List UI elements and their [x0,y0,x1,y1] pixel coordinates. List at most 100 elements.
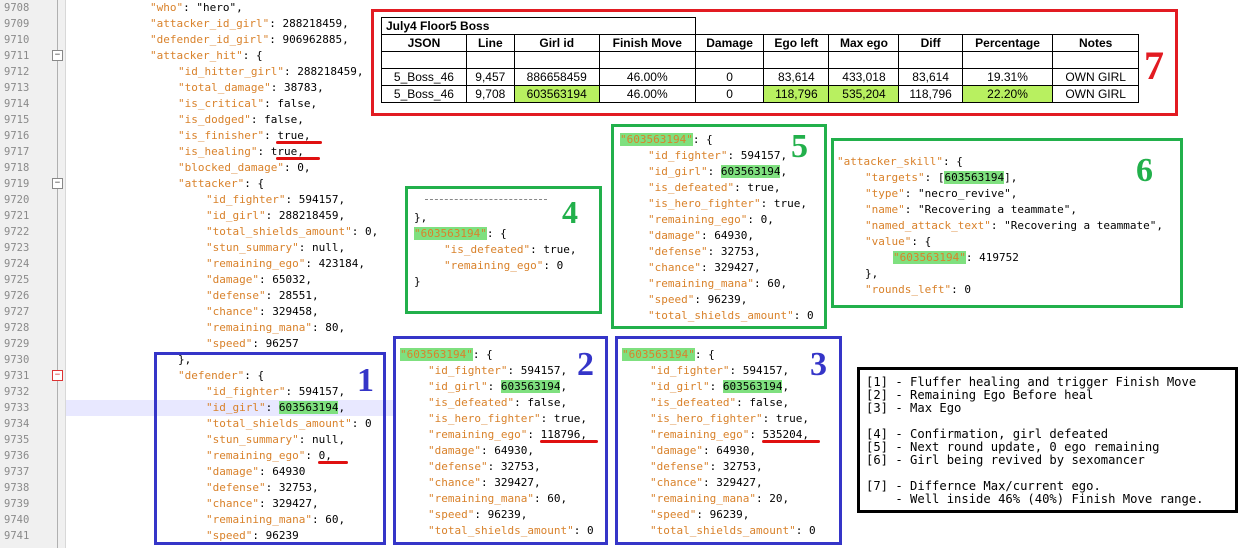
code-line: "stun_summary": null, [206,433,346,446]
code-line: "defender_id_girl": 906962885, [150,33,349,46]
code-line: "speed": 96257 [206,337,299,350]
code-line: "chance": 329427, [206,497,319,510]
code-line: "603563194": { [414,227,507,240]
code-line: "is_defeated": true, [648,181,781,194]
code-line: "is_defeated": false, [428,396,568,409]
sheet-header-line: Line [465,34,515,52]
sheet-header-ego-left: Ego left [763,34,830,52]
code-line: "total_shields_amount": 0, [206,225,379,238]
annotation-number-5: 5 [791,128,808,165]
legend-line: [1] - Fluffer healing and trigger Finish… [866,375,1197,389]
code-line: "rounds_left": 0 [865,283,971,296]
legend-box: [1] - Fluffer healing and trigger Finish… [857,367,1238,513]
code-line: "total_shields_amount": 0 [206,417,372,430]
legend-line: [6] - Girl being revived by sexomancer [866,453,1145,467]
line-number: 9723 [4,242,30,254]
code-line: "total_shields_amount": 0 [428,524,594,537]
annotation-box-2 [393,336,608,545]
code-line: "id_girl": 603563194, [428,380,568,393]
red-underline [276,141,322,144]
table-row: 5_Boss_46 9,708 603563194 46.00% 0 118,7… [381,85,1139,103]
sheet-header-max-ego: Max ego [828,34,900,52]
code-line: "defense": 32753, [428,460,541,473]
sheet-header-damage: Damage [694,34,765,52]
code-line: "is_critical": false, [178,97,318,110]
annotation-box-6 [831,138,1183,308]
annotation-number-7: 7 [1144,43,1164,88]
sheet-title: July4 Floor5 Boss [381,17,696,35]
code-line: "name": "Recovering a teammate", [865,203,1077,216]
fold-guide [57,0,58,548]
code-line: "remaining_mana": 60, [206,513,346,526]
code-line: "type": "necro_revive", [865,187,1018,200]
code-line: "remaining_ego": 0, [648,213,774,226]
legend-line: [4] - Confirmation, girl defeated [866,427,1109,441]
legend-line: [3] - Max Ego [866,401,962,415]
sheet-header-json: JSON [381,34,467,52]
line-number: 9730 [4,354,30,366]
code-line: "remaining_ego": 118796, [428,428,587,441]
code-line: "speed": 96239, [650,508,750,521]
code-line: }, [865,267,879,280]
annotation-box-1 [154,352,386,545]
line-number: 9722 [4,226,30,238]
code-line: "defender": { [178,369,265,382]
fold-toggle-icon[interactable]: − [52,178,63,189]
code-line: "is_defeated": true, [444,243,577,256]
spreadsheet-table: July4 Floor5 Boss JSON Line Girl id Fini… [381,17,1139,103]
red-underline [762,440,820,443]
code-line: "named_attack_text": "Recovering a teamm… [865,219,1164,232]
code-line: "is_healing": true, [178,145,304,158]
line-number: 9738 [4,482,30,494]
code-line: "attacker_id_girl": 288218459, [150,17,349,30]
code-line: "chance": 329427, [650,476,763,489]
line-number: 9717 [4,146,30,158]
line-number: 9708 [4,2,30,14]
line-number: 9732 [4,386,30,398]
code-line: "is_hero_fighter": true, [648,197,807,210]
annotation-number-3: 3 [810,346,827,383]
line-number: 9741 [4,530,30,542]
code-line: "defense": 28551, [206,289,319,302]
legend-line: - Well inside 46% (40%) Finish Move rang… [866,492,1204,506]
code-line: "stun_summary": null, [206,241,346,254]
code-line: "blocked_damage": 0, [178,161,311,174]
line-number: 9713 [4,82,30,94]
highlighted-girl-id: 603563194 [278,401,339,414]
code-line: "attacker_skill": { [837,155,963,168]
table-row: 5_Boss_46 9,457 886658459 46.00% 0 83,61… [381,68,1139,86]
fold-toggle-icon[interactable]: − [52,50,63,61]
code-line: } [414,275,421,288]
sheet-header-row: JSON Line Girl id Finish Move Damage Ego… [381,34,1139,52]
code-line: "attacker": { [178,177,265,190]
code-line: "is_hero_fighter": true, [428,412,587,425]
code-line: "id_fighter": 594157, [428,364,568,377]
fold-toggle-icon[interactable]: − [52,370,63,381]
line-number: 9735 [4,434,30,446]
legend-line: [2] - Remaining Ego Before heal [866,388,1094,402]
sheet-header-notes: Notes [1052,34,1139,52]
sheet-header-percentage: Percentage [961,34,1054,52]
line-number: 9729 [4,338,30,350]
sheet-header-girl-id: Girl id [513,34,600,52]
code-line: "value": { [865,235,932,248]
annotation-box-3 [615,336,842,545]
line-number: 9714 [4,98,30,110]
code-line: "attacker_hit": { [150,49,263,62]
line-number: 9715 [4,114,30,126]
code-line: "remaining_ego": 535204, [650,428,809,441]
code-line: "is_dodged": false, [178,113,304,126]
line-number: 9726 [4,290,30,302]
code-line: "id_girl": 603563194, [650,380,790,393]
line-number: 9733 [4,402,30,414]
annotation-number-4: 4 [562,194,578,230]
code-line: "remaining_mana": 60, [648,277,788,290]
legend-line: [5] - Next round update, 0 ego remaining [866,440,1160,454]
code-line: }, [178,353,192,366]
annotation-number-2: 2 [577,346,594,383]
code-line: "id_girl": 288218459, [206,209,346,222]
code-line: "defense": 32753, [650,460,763,473]
line-number: 9710 [4,34,30,46]
code-line: }, [414,211,428,224]
code-line: "id_fighter": 594157, [206,193,346,206]
